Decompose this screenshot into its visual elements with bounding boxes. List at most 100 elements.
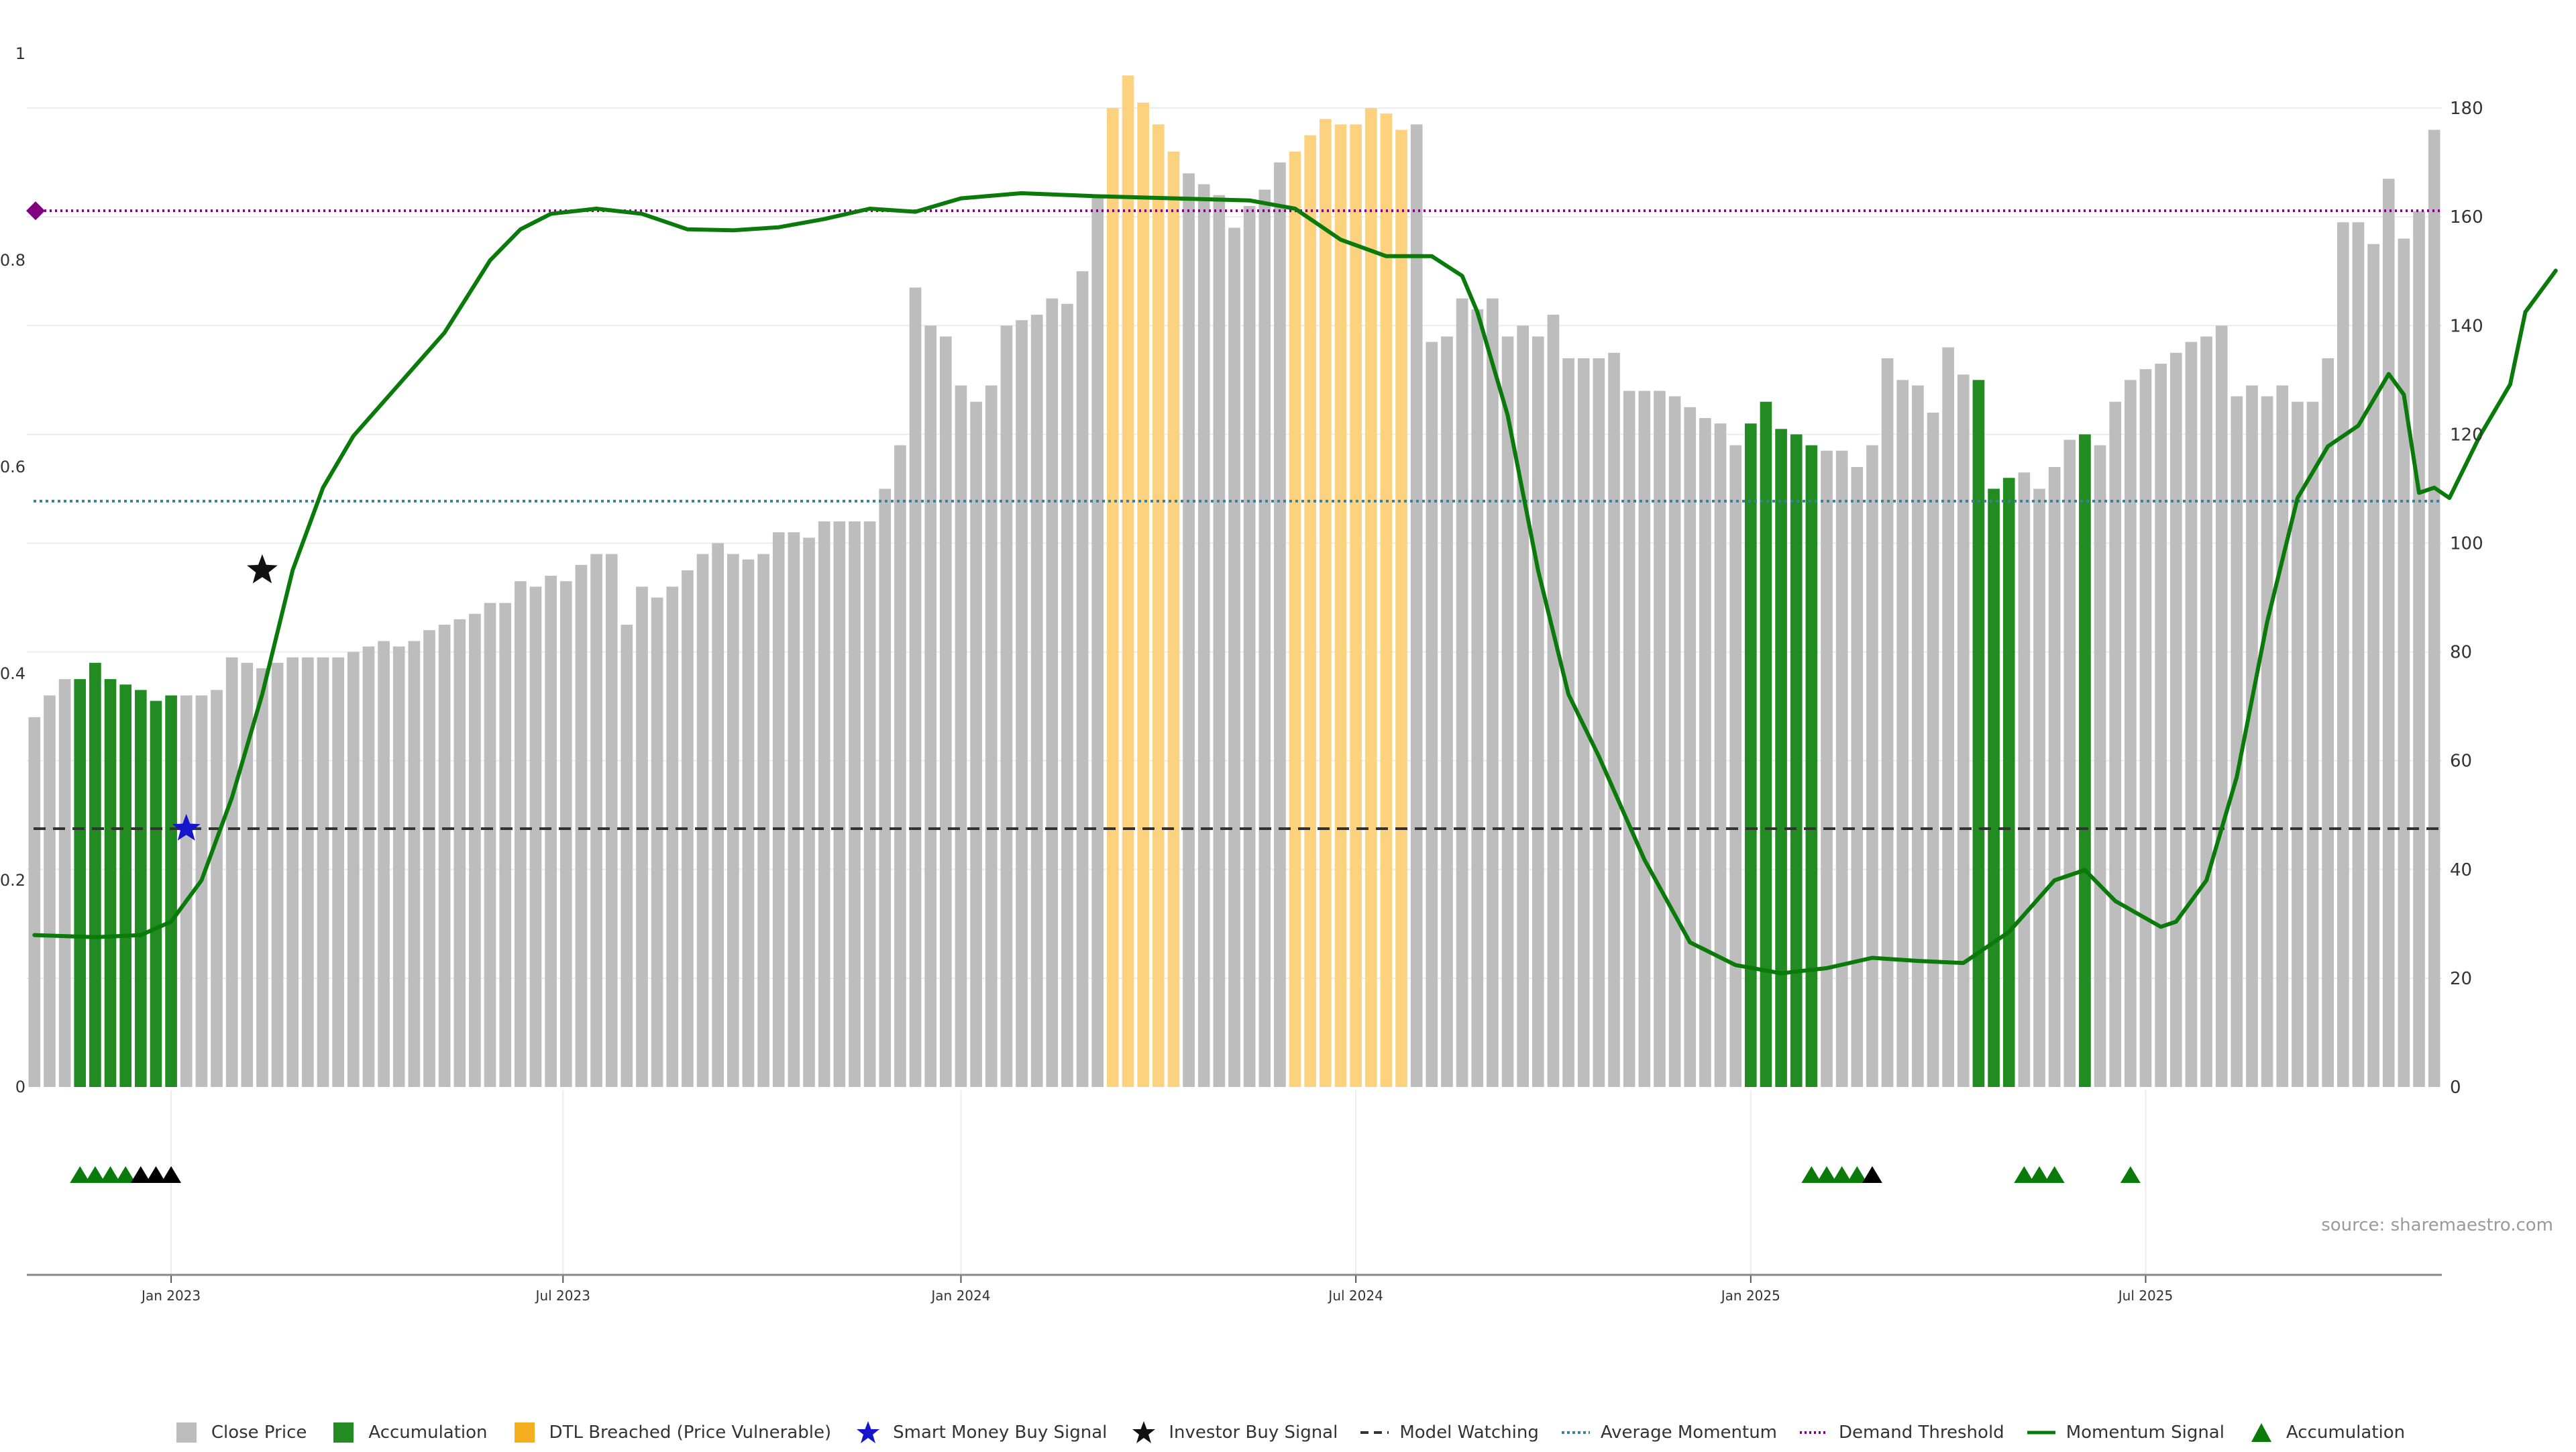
bar-green: [119, 684, 131, 1087]
bar-orange: [1320, 119, 1332, 1087]
legend-label-momentum-signal: Momentum Signal: [2065, 1422, 2224, 1443]
bar-grey: [1046, 298, 1059, 1088]
bar-green: [1972, 380, 1985, 1087]
bar-grey: [909, 287, 922, 1087]
bar-grey: [2125, 380, 2137, 1087]
bar-grey: [1487, 298, 1499, 1088]
blue-star-icon: [857, 1421, 880, 1443]
bar-grey: [1562, 358, 1574, 1087]
bar-grey: [879, 488, 892, 1087]
legend-label-model-watching: Model Watching: [1399, 1422, 1539, 1443]
x-tick-label: Jan 2023: [140, 1288, 201, 1304]
right-tick-label: 60: [2450, 751, 2472, 772]
bar-green: [74, 679, 87, 1087]
bar-grey: [1821, 450, 1833, 1087]
bar-green: [165, 695, 177, 1087]
legend-label-accumulation-marker: Accumulation: [2286, 1422, 2406, 1443]
x-tick-label: Jul 2025: [2117, 1288, 2173, 1304]
bar-grey: [1441, 336, 1453, 1088]
bar-grey: [2185, 342, 2198, 1087]
left-tick-label: 0.8: [0, 251, 25, 270]
bar-grey: [894, 445, 906, 1087]
bar-grey: [1426, 342, 1438, 1087]
legend-label-investor-buy: Investor Buy Signal: [1169, 1422, 1338, 1443]
bar-grey: [818, 521, 830, 1087]
left-tick-label: 0: [15, 1078, 25, 1096]
bar-grey: [833, 521, 846, 1087]
bar-grey: [1623, 391, 1635, 1087]
bar-grey: [58, 679, 71, 1087]
bar-grey: [1410, 124, 1423, 1088]
bar-grey: [590, 554, 602, 1087]
right-tick-label: 20: [2450, 969, 2472, 989]
chart-legend: Close Price Accumulation DTL Breached (P…: [0, 1416, 2576, 1449]
momentum-signal-line: [32, 191, 2558, 976]
legend-item-demand-threshold: Demand Threshold: [1799, 1420, 2004, 1445]
bar-grey: [2398, 238, 2410, 1087]
legend-item-accumulation-marker: Accumulation: [2246, 1420, 2405, 1445]
bar-grey: [636, 586, 648, 1087]
bar-grey: [1729, 445, 1741, 1087]
bar-grey: [2261, 396, 2273, 1087]
accumulation-marker-green: [2014, 1166, 2035, 1183]
bar-grey: [2200, 336, 2212, 1088]
bar-grey: [2367, 244, 2379, 1087]
legend-item-accumulation-bar: Accumulation: [328, 1420, 488, 1445]
bar-grey: [1501, 336, 1514, 1088]
bar-grey: [2382, 178, 2395, 1088]
left-tick-label: 0.2: [0, 871, 25, 890]
bar-grey: [484, 603, 496, 1087]
bar-orange: [1334, 124, 1347, 1088]
bar-orange: [1107, 108, 1119, 1088]
legend-label-accumulation-bar: Accumulation: [368, 1422, 488, 1443]
accumulation-marker-black: [146, 1166, 166, 1183]
bar-grey: [2292, 401, 2304, 1087]
bar-grey: [1183, 173, 1195, 1087]
bar-grey: [256, 668, 268, 1087]
bar-grey: [1668, 396, 1681, 1087]
legend-label-dtl-breached: DTL Breached (Price Vulnerable): [549, 1422, 832, 1443]
bar-green: [1988, 488, 2000, 1087]
bar-grey: [2018, 472, 2031, 1087]
bar-orange: [1364, 108, 1377, 1088]
bar-grey: [1714, 423, 1727, 1087]
legend-item-close-price: Close Price: [171, 1420, 307, 1445]
bar-grey: [2063, 439, 2076, 1087]
bar-grey: [696, 554, 709, 1087]
legend-item-momentum-signal: Momentum Signal: [2026, 1420, 2224, 1445]
bar-grey: [515, 581, 527, 1087]
bar-grey: [2033, 488, 2045, 1087]
bar-grey: [2322, 358, 2334, 1087]
bar-grey: [211, 690, 223, 1087]
accumulation-marker-green: [2120, 1166, 2141, 1183]
x-tick-label: Jul 2024: [1327, 1288, 1383, 1304]
bar-grey: [1896, 380, 1909, 1087]
bar-grey: [2048, 467, 2061, 1087]
bar-grey: [2428, 129, 2440, 1088]
bar-grey: [1684, 407, 1697, 1087]
bar-grey: [666, 586, 679, 1087]
bar-green: [1775, 429, 1787, 1087]
bar-grey: [803, 537, 815, 1087]
bar-orange: [1122, 75, 1134, 1088]
bar-grey: [1076, 271, 1089, 1087]
bar-grey: [438, 625, 451, 1087]
bar-grey: [1243, 205, 1256, 1087]
bar-grey: [1942, 347, 1954, 1087]
bar-grey: [1517, 325, 1529, 1087]
x-tick-label: Jul 2023: [535, 1288, 590, 1304]
bar-grey: [2306, 401, 2319, 1087]
orange-square-icon: [514, 1422, 535, 1443]
bar-grey: [955, 385, 967, 1087]
accumulation-marker-green: [100, 1166, 121, 1183]
bar-grey: [529, 586, 542, 1087]
smart-money-star: [172, 814, 201, 841]
bar-grey: [1835, 450, 1848, 1087]
grey-square-icon: [176, 1422, 197, 1443]
accumulation-marker-green: [2029, 1166, 2049, 1183]
bar-green: [134, 690, 147, 1087]
bar-grey: [1593, 358, 1605, 1087]
bar-grey: [332, 657, 344, 1087]
bar-grey: [241, 662, 254, 1087]
